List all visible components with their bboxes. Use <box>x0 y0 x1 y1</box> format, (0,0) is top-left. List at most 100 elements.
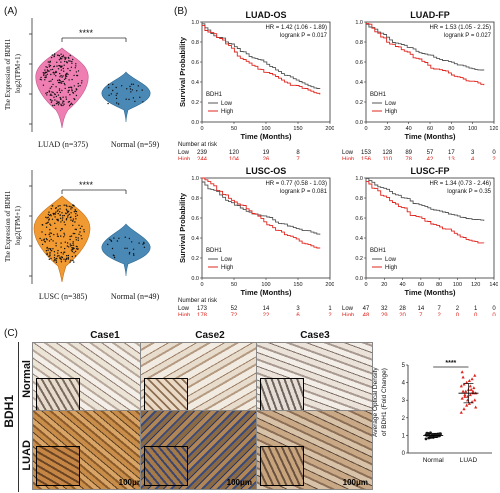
violin-dot <box>54 99 56 101</box>
violin-dot <box>60 228 63 230</box>
violin-dot <box>69 261 71 263</box>
km-curve-high <box>366 180 485 244</box>
violin-dot <box>143 246 146 248</box>
km-risk-low-count: 120 <box>229 150 240 156</box>
violin-dot <box>62 80 64 83</box>
violin-dot <box>60 104 62 107</box>
violin-dot <box>55 245 57 247</box>
violin-dot <box>51 100 53 102</box>
violin-dot <box>61 219 64 221</box>
km-ytick-label: 0.6 <box>191 60 199 66</box>
scale-bar-label: 100μm <box>226 478 252 487</box>
violin-dot <box>68 205 70 208</box>
km-risk-high-label: High <box>342 313 354 316</box>
violin-dot <box>74 228 76 230</box>
km-risk-low-count: 2 <box>456 306 460 312</box>
ihc-inset <box>144 446 188 486</box>
violin-dot <box>73 261 75 263</box>
km-xtick-label: 50 <box>231 282 237 288</box>
violin-dot <box>52 248 54 250</box>
violin-dot <box>128 251 131 254</box>
violin-dot <box>57 249 59 252</box>
violin-dot <box>70 219 72 221</box>
scatter-point-luad <box>474 405 478 409</box>
km-legend-title: BDH1 <box>206 92 223 98</box>
violin-dot <box>64 84 66 86</box>
violin-dot <box>113 255 115 257</box>
km-risk-title: Number at risk <box>178 298 218 304</box>
violin-dot <box>46 91 48 94</box>
violin-dot <box>72 58 74 61</box>
violin-dot <box>62 56 64 58</box>
violin-dot <box>70 102 73 105</box>
violin-dot <box>137 85 139 87</box>
km-ytick-label: 1.0 <box>191 176 199 182</box>
panel-label-a: (A) <box>4 6 18 17</box>
km-risk-high-count: 29 <box>381 313 388 316</box>
violin-dot <box>73 205 75 207</box>
violin-ylabel-line1: The Expression of BDH1 <box>4 38 12 110</box>
violin-dot <box>128 237 131 240</box>
km-xtick-label: 0 <box>364 282 367 288</box>
violin-dot <box>47 61 49 63</box>
violin-dot <box>72 218 75 220</box>
violin-dot <box>62 104 64 107</box>
violin-dot <box>68 60 70 62</box>
violin-dot <box>131 241 133 243</box>
violin-dot <box>60 53 62 55</box>
violin-dot <box>60 61 62 63</box>
violin-dot <box>142 101 144 103</box>
km-xtick-label: 20 <box>381 282 387 288</box>
violin-dot <box>41 224 43 226</box>
km-risk-high-count: 156 <box>361 157 372 160</box>
violin-dot <box>51 94 53 97</box>
km-curve-high <box>202 25 321 95</box>
violin-dot <box>63 78 66 81</box>
scatter-point-luad <box>460 396 464 400</box>
violin-dot <box>79 227 82 230</box>
km-ytick-label: 0.6 <box>355 60 363 66</box>
km-xtick-label: 100 <box>468 126 477 132</box>
violin-luad <box>35 47 89 129</box>
violin-dot <box>74 90 76 93</box>
km-risk-low-count: 89 <box>405 150 412 156</box>
violin-dot <box>139 96 141 99</box>
violin-dot <box>49 94 51 96</box>
violin-dot <box>68 210 70 212</box>
violin-dot <box>65 212 67 214</box>
violin-dot <box>68 213 71 215</box>
violin-dot <box>63 82 65 85</box>
km-xlabel: Time (Months) <box>240 288 292 297</box>
violin-dot <box>132 253 135 255</box>
scatter-point-luad <box>467 379 471 383</box>
violin-dot <box>57 104 60 106</box>
km-ytick-label: 0.0 <box>355 120 363 126</box>
violin-dot <box>75 228 77 231</box>
violin-dot <box>143 241 145 244</box>
violin-dot <box>116 102 118 104</box>
km-risk-low-count: 19 <box>263 150 270 156</box>
violin-dot <box>55 207 57 209</box>
violin-dot <box>69 103 72 106</box>
km-xtick-label: 60 <box>427 126 433 132</box>
violin-dot <box>66 209 68 212</box>
violin-dot <box>76 248 79 250</box>
violin-dot <box>60 256 63 258</box>
km-legend-high: High <box>221 109 233 115</box>
violin-dot <box>59 76 61 78</box>
violin-dot <box>60 221 62 223</box>
violin-dot <box>49 87 51 89</box>
violin-dot <box>77 82 79 85</box>
violin-dot <box>48 240 51 242</box>
violin-dot <box>53 257 56 259</box>
violin-dot <box>73 252 75 254</box>
km-risk-low-count: 0 <box>492 306 496 312</box>
ihc-inset <box>260 446 304 486</box>
violin-dot <box>49 255 51 257</box>
scatter-point-luad <box>470 377 474 381</box>
km-risk-low-count: 17 <box>448 150 455 156</box>
violin-dot <box>126 247 128 249</box>
km-risk-high-count: 13 <box>448 157 455 160</box>
violin-dot <box>64 247 66 250</box>
violin-dot <box>52 240 54 242</box>
